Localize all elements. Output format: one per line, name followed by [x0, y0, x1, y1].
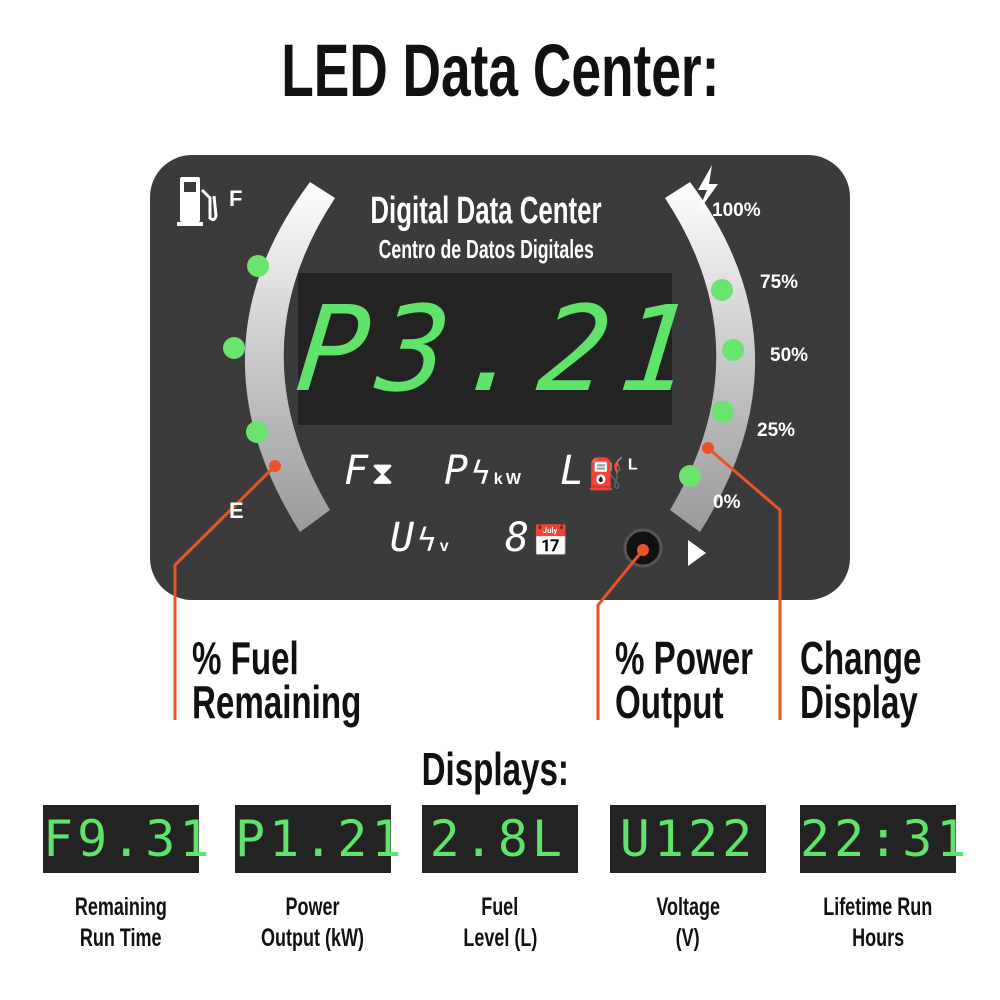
mode-voltage: Uϟv: [390, 515, 452, 561]
lightning-icon: ϟ: [417, 521, 440, 559]
displays-title: Displays:: [421, 743, 569, 795]
lightning-icon: [698, 165, 718, 212]
fuel-led: [223, 337, 245, 359]
callout-power: % Power Output: [615, 632, 754, 728]
display-example-value: 2.8L: [429, 810, 566, 868]
display-example: 22:31: [800, 805, 971, 873]
display-example-value: F9.31: [43, 810, 214, 868]
mode-run-hours: 8📅: [505, 515, 573, 561]
display-example: 2.8L: [422, 805, 578, 873]
fuel-led: [247, 255, 269, 277]
power-label-75: 75%: [760, 272, 799, 293]
display-example-value: P1.21: [235, 810, 406, 868]
power-label-50: 50%: [770, 345, 809, 366]
power-led: [711, 279, 733, 301]
display-example-label: Lifetime Run Hours: [823, 893, 933, 952]
fuel-pump-icon: [177, 177, 218, 226]
panel-heading: Digital Data Center: [370, 190, 602, 232]
page-title: LED Data Center:: [280, 29, 720, 112]
power-label-0: 0%: [713, 492, 741, 513]
display-example-label: Fuel Level (L): [462, 893, 537, 952]
mode-remaining-time: F⧗: [344, 448, 397, 494]
power-label-100: 100%: [712, 200, 761, 221]
display-example-label: Voltage (V): [656, 893, 720, 952]
power-led: [679, 465, 701, 487]
fuel-pump-icon: ⛽: [587, 457, 628, 492]
display-example-label: Power Output (kW): [261, 893, 365, 952]
power-gauge-arc: [665, 182, 756, 532]
callout-fuel: % Fuel Remaining: [192, 632, 362, 728]
panel-subheading: Centro de Datos Digitales: [378, 234, 594, 264]
play-arrow-icon: [688, 540, 706, 566]
display-example-label: Remaining Run Time: [74, 893, 167, 952]
display-example-value: 22:31: [800, 810, 971, 868]
mode-fuel-level: L⛽L: [560, 448, 641, 494]
callout-lines: [173, 446, 782, 720]
mode-power: PϟkW: [444, 448, 525, 494]
fuel-empty-label: E: [229, 498, 244, 523]
main-display: P3.21: [291, 273, 708, 425]
hourglass-icon: ⧗: [371, 454, 397, 492]
display-example: P1.21: [235, 805, 406, 873]
callout-change: Change Display: [800, 632, 922, 728]
power-led: [722, 339, 744, 361]
power-led: [712, 401, 734, 423]
power-label-25: 25%: [757, 420, 796, 441]
display-example: U122: [610, 805, 766, 873]
gauge-leds: [223, 255, 744, 487]
display-example-value: U122: [619, 810, 757, 868]
lightning-icon: ϟ: [471, 454, 494, 492]
fuel-led: [246, 421, 268, 443]
fuel-full-label: F: [229, 186, 243, 211]
calendar-clock-icon: 📅: [532, 524, 573, 559]
main-display-value: P3.21: [290, 280, 708, 418]
display-example: F9.31: [43, 805, 214, 873]
